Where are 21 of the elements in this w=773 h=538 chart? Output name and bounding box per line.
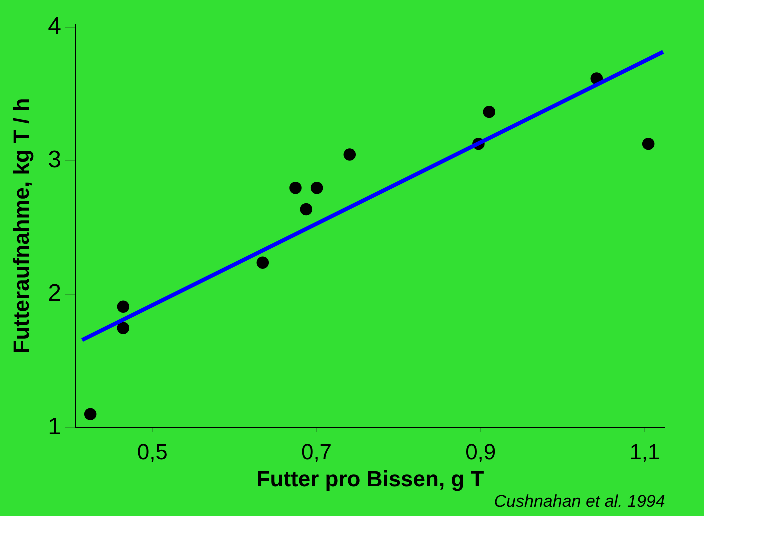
- text: Cushnahan et al. 1994: [494, 492, 666, 511]
- point: [117, 300, 130, 314]
- y-tick-label: 3: [48, 146, 62, 174]
- x-tick-label: 0,9: [466, 440, 496, 464]
- y-tick-label: 2: [48, 280, 62, 308]
- x-axis-title: Futter pro Bissen, g T: [256, 466, 485, 492]
- point: [290, 182, 302, 194]
- y-tick-label: 4: [48, 13, 62, 40]
- x-tick-label: 0,7: [301, 440, 332, 464]
- point: [642, 138, 655, 150]
- point: [344, 148, 356, 161]
- point: [310, 182, 324, 194]
- x-tick-label: 0,5: [137, 440, 168, 464]
- point: [84, 408, 97, 420]
- point: [256, 256, 270, 269]
- y-axis-title: Futteraufnahme, kg T / h: [9, 98, 34, 354]
- y-tick-label: 1: [48, 414, 62, 440]
- point: [117, 322, 130, 334]
- x-tick-label: 1,1: [630, 440, 660, 464]
- point: [300, 203, 313, 216]
- point: [483, 106, 496, 118]
